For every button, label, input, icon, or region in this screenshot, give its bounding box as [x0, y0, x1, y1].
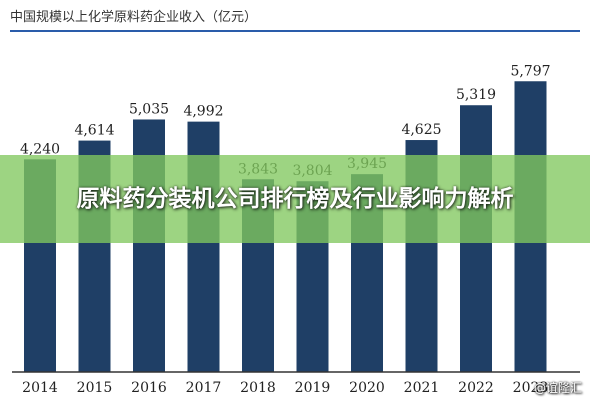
tick-label-2017: 2017 — [186, 380, 222, 396]
chart-title: 中国规模以上化学原料药企业收入（亿元） — [10, 10, 258, 25]
tick-label-2021: 2021 — [404, 380, 440, 396]
tick-label-2014: 2014 — [22, 380, 58, 396]
value-label-2016: 5,035 — [129, 101, 169, 117]
title-rule — [10, 30, 580, 32]
value-label-2022: 5,319 — [456, 87, 496, 103]
tick-label-2020: 2020 — [349, 380, 385, 396]
value-label-2014: 4,240 — [20, 141, 60, 157]
tick-label-2015: 2015 — [77, 380, 113, 396]
tick-label-2023: 2023 — [513, 380, 549, 396]
tick-label-2018: 2018 — [240, 380, 276, 396]
value-label-2015: 4,614 — [74, 123, 114, 139]
source-watermark: @谊隆汇 — [533, 381, 582, 395]
title-banner: 原料药分装机公司排行榜及行业影响力解析 — [0, 155, 590, 243]
value-label-2017: 4,992 — [183, 104, 223, 120]
tick-label-2016: 2016 — [131, 380, 167, 396]
banner-text: 原料药分装机公司排行榜及行业影响力解析 — [76, 186, 514, 212]
tick-label-2022: 2022 — [458, 380, 494, 396]
value-label-2021: 4,625 — [401, 122, 441, 138]
value-label-2023: 5,797 — [510, 63, 550, 79]
tick-label-2019: 2019 — [295, 380, 331, 396]
